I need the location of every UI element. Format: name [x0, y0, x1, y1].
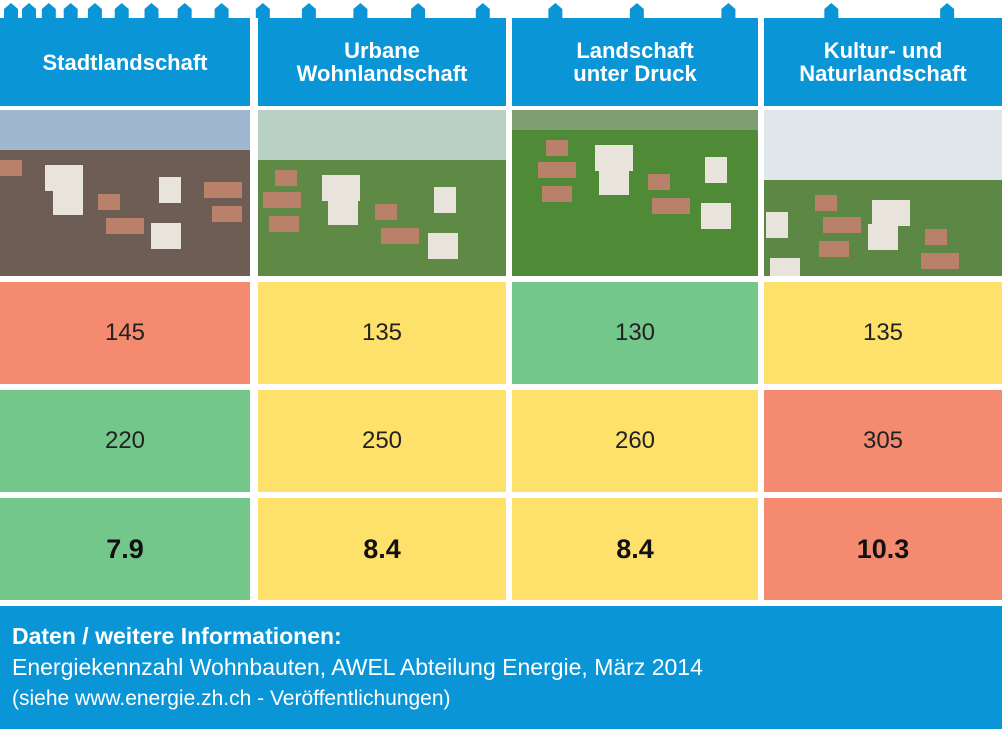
house-icon: [630, 3, 644, 18]
house-icon: [256, 3, 270, 18]
value-cell: 145: [0, 282, 250, 384]
value-cell: 10.3: [764, 498, 1002, 600]
house-icon: [302, 3, 316, 18]
landscape-photo: [764, 110, 1002, 276]
house-icon: [353, 3, 367, 18]
page: Daten / weitere Informationen: Energieke…: [0, 0, 1002, 729]
house-icon: [940, 3, 954, 18]
value-cell: 7.9: [0, 498, 250, 600]
value-cell: 8.4: [258, 498, 506, 600]
header-line: Landschaft: [512, 39, 758, 62]
house-icon: [88, 3, 102, 18]
house-icon: [548, 3, 562, 18]
value-cell: 135: [258, 282, 506, 384]
house-icon: [721, 3, 735, 18]
value-cell: 305: [764, 390, 1002, 492]
landscape-photo: [512, 110, 758, 276]
header-line: Urbane: [258, 39, 506, 62]
value-cell: 8.4: [512, 498, 758, 600]
house-icon: [145, 3, 159, 18]
header-line: Wohnlandschaft: [258, 62, 506, 85]
house-icon: [178, 3, 192, 18]
footer: Daten / weitere Informationen: Energieke…: [0, 606, 1002, 729]
header-line: Naturlandschaft: [764, 62, 1002, 85]
header-line: unter Druck: [512, 62, 758, 85]
house-icon: [215, 3, 229, 18]
header-line: Stadtlandschaft: [0, 51, 250, 74]
column-header: Stadtlandschaft: [0, 18, 250, 106]
house-icon: [22, 3, 36, 18]
footer-line: Energiekennzahl Wohnbauten, AWEL Abteilu…: [12, 650, 1002, 684]
house-icon: [42, 3, 56, 18]
value-cell: 130: [512, 282, 758, 384]
value-cell: 135: [764, 282, 1002, 384]
header-line: Kultur- und: [764, 39, 1002, 62]
value-cell: 220: [0, 390, 250, 492]
footer-line: (siehe www.energie.zh.ch - Veröffentlich…: [12, 684, 1002, 714]
house-icon: [476, 3, 490, 18]
landscape-photo: [0, 110, 250, 276]
value-cell: 250: [258, 390, 506, 492]
value-cell: 260: [512, 390, 758, 492]
landscape-photo: [258, 110, 506, 276]
house-icon: [411, 3, 425, 18]
house-strip: [0, 0, 1002, 18]
house-icon: [4, 3, 18, 18]
house-icon: [64, 3, 78, 18]
house-icon: [824, 3, 838, 18]
house-icon: [115, 3, 129, 18]
footer-title: Daten / weitere Informationen:: [12, 622, 1002, 650]
